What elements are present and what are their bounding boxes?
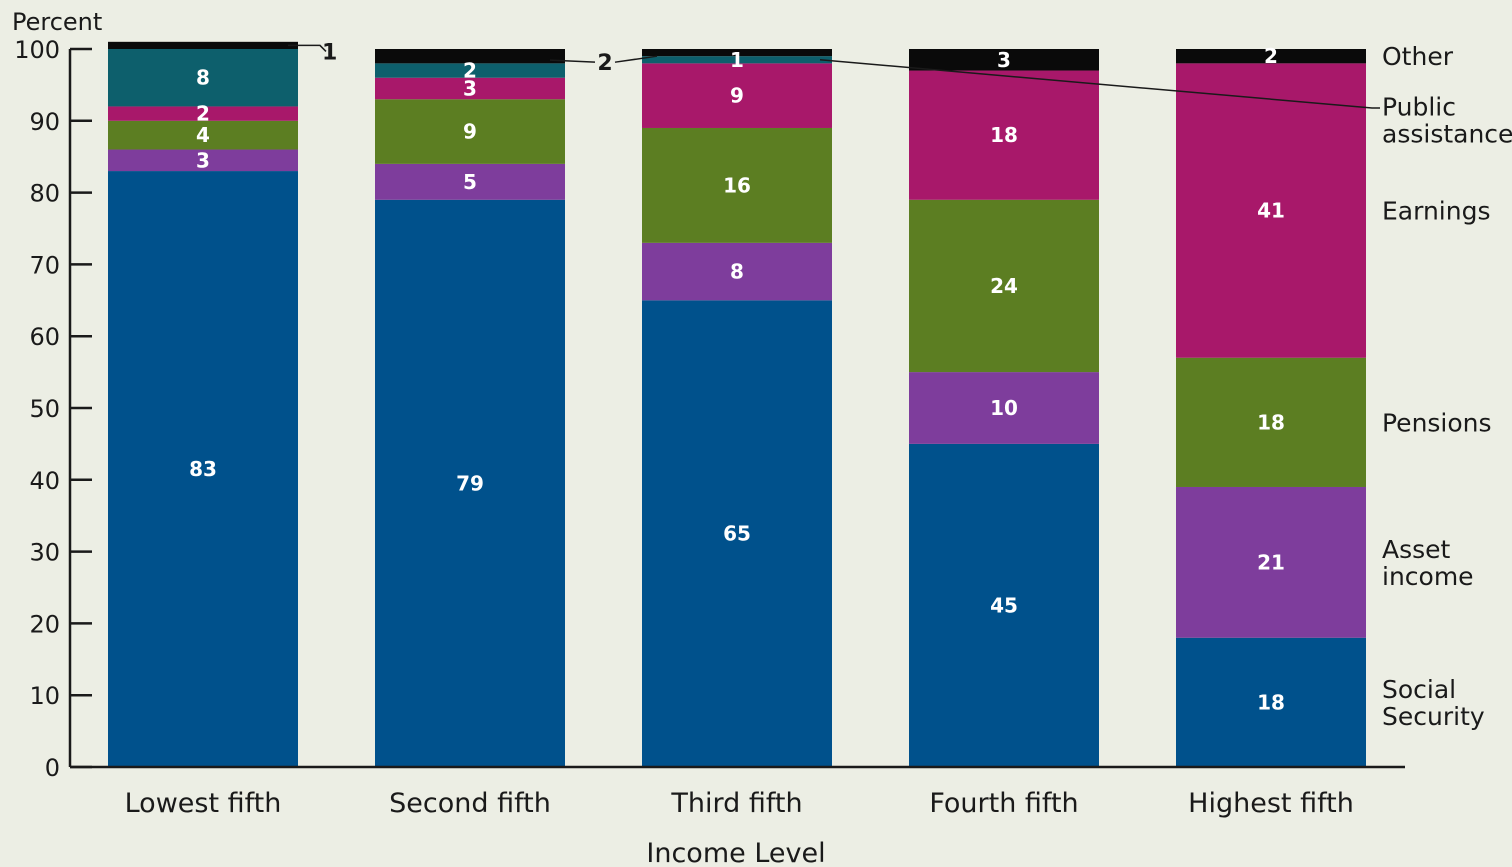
- legend-label-other-0: Other: [1382, 42, 1454, 71]
- data-label-highest-fifth-asset-income: 21: [1257, 550, 1285, 574]
- y-tick-label-30: 30: [29, 539, 60, 567]
- data-label-lowest-fifth-public-assistance: 8: [196, 66, 210, 90]
- data-label-second-fifth-pensions: 9: [463, 120, 477, 144]
- x-tick-label-second-fifth: Second fifth: [389, 788, 551, 819]
- x-axis-title: Income Level: [646, 838, 825, 867]
- bar-lowest-fifth-earnings: [108, 106, 298, 121]
- bar-third-fifth-other: [642, 49, 832, 57]
- data-label-highest-fifth-other: 2: [1264, 44, 1278, 68]
- legend-label-social-security-0: Social: [1382, 675, 1456, 704]
- y-tick-label-90: 90: [29, 108, 60, 136]
- callout-label-second-fifth: 2: [597, 51, 612, 76]
- data-label-highest-fifth-earnings: 41: [1257, 199, 1285, 223]
- callout-label-lowest-fifth: 1: [322, 40, 337, 65]
- x-tick-label-highest-fifth: Highest fifth: [1188, 788, 1354, 819]
- x-tick-label-lowest-fifth: Lowest fifth: [125, 788, 282, 819]
- bar-lowest-fifth-social-security: [108, 171, 298, 767]
- bar-fourth-fifth-pensions: [909, 199, 1099, 373]
- bar-lowest-fifth-pensions: [108, 120, 298, 150]
- bar-second-fifth-earnings: [375, 77, 565, 100]
- legend-item-pensions: Pensions: [1382, 408, 1492, 437]
- data-label-fourth-fifth-earnings: 18: [990, 123, 1018, 147]
- legend-label-asset-income-1: income: [1382, 562, 1474, 591]
- data-label-second-fifth-public-assistance: 2: [463, 59, 477, 83]
- legend-label-pensions-0: Pensions: [1382, 408, 1492, 437]
- bar-fourth-fifth-asset-income: [909, 372, 1099, 444]
- bar-fourth-fifth-earnings: [909, 70, 1099, 200]
- data-label-fourth-fifth-social-security: 45: [990, 593, 1018, 617]
- y-axis-title: Percent: [12, 8, 102, 36]
- data-label-lowest-fifth-social-security: 83: [189, 457, 217, 481]
- data-label-lowest-fifth-earnings: 2: [196, 102, 210, 126]
- data-label-highest-fifth-social-security: 18: [1257, 690, 1285, 714]
- bar-third-fifth-social-security: [642, 300, 832, 767]
- y-tick-label-40: 40: [29, 467, 60, 495]
- data-label-fourth-fifth-pensions: 24: [990, 274, 1018, 298]
- callout-second-fifth-other: 2: [549, 51, 658, 76]
- callout-lowest-fifth-other: 1: [288, 40, 337, 65]
- data-label-third-fifth-social-security: 65: [723, 522, 751, 546]
- y-tick-label-10: 10: [29, 682, 60, 710]
- bar-second-fifth-asset-income: [375, 163, 565, 200]
- bar-second-fifth-pensions: [375, 99, 565, 164]
- legend-label-earnings-0: Earnings: [1382, 197, 1490, 226]
- callout-leader-left: [549, 59, 596, 63]
- bar-second-fifth-social-security: [375, 199, 565, 767]
- bar-third-fifth-pensions: [642, 127, 832, 243]
- callout-leader-lowest-fifth: [288, 44, 327, 52]
- bar-third-fifth-public-assistance: [642, 56, 832, 64]
- bar-highest-fifth-pensions: [1176, 357, 1366, 487]
- data-label-third-fifth-pensions: 16: [723, 173, 751, 197]
- data-label-lowest-fifth-asset-income: 3: [196, 148, 210, 172]
- data-label-third-fifth-asset-income: 8: [730, 260, 744, 284]
- data-label-lowest-fifth-pensions: 4: [196, 123, 210, 147]
- bar-third-fifth-asset-income: [642, 242, 832, 301]
- y-tick-label-100: 100: [14, 36, 60, 64]
- y-tick-label-80: 80: [29, 180, 60, 208]
- bar-highest-fifth-earnings: [1176, 63, 1366, 358]
- x-tick-label-third-fifth: Third fifth: [670, 788, 802, 819]
- bars-layer: [108, 41, 1366, 767]
- legend-label-public-assistance-0: Public: [1382, 93, 1456, 122]
- data-label-second-fifth-asset-income: 5: [463, 170, 477, 194]
- y-tick-label-0: 0: [45, 754, 60, 782]
- data-label-fourth-fifth-asset-income: 10: [990, 396, 1018, 420]
- data-label-second-fifth-earnings: 3: [463, 76, 477, 100]
- legend-label-social-security-1: Security: [1382, 702, 1485, 731]
- x-tick-label-fourth-fifth: Fourth fifth: [929, 788, 1078, 819]
- data-label-third-fifth-earnings: 9: [730, 84, 744, 108]
- data-label-fourth-fifth-other: 3: [997, 48, 1011, 72]
- legend-item-other: Other: [1382, 42, 1454, 71]
- legend-label-public-assistance-1: assistance: [1382, 120, 1512, 149]
- y-tick-label-20: 20: [29, 610, 60, 638]
- legend-label-asset-income-0: Asset: [1382, 535, 1451, 564]
- bar-second-fifth-public-assistance: [375, 63, 565, 78]
- bar-lowest-fifth-asset-income: [108, 149, 298, 172]
- bar-lowest-fifth-other: [108, 41, 298, 49]
- bar-fourth-fifth-social-security: [909, 443, 1099, 767]
- bar-second-fifth-other: [375, 49, 565, 64]
- legend-item-earnings: Earnings: [1382, 197, 1490, 226]
- data-label-third-fifth-public-assistance: 1: [730, 48, 744, 72]
- callout-leader-right: [614, 55, 658, 63]
- bar-lowest-fifth-public-assistance: [108, 49, 298, 107]
- data-label-second-fifth-social-security: 79: [456, 471, 484, 495]
- bar-third-fifth-earnings: [642, 63, 832, 128]
- bar-highest-fifth-social-security: [1176, 637, 1366, 767]
- data-label-highest-fifth-pensions: 18: [1257, 410, 1285, 434]
- bar-highest-fifth-asset-income: [1176, 486, 1366, 638]
- y-tick-label-50: 50: [29, 395, 60, 423]
- bar-highest-fifth-other: [1176, 49, 1366, 64]
- legend-leader-public-assistance: [819, 59, 1380, 109]
- axes-layer: Percent Income Level 0 10 20 30 40 50 60 70 80 90…: [12, 8, 1405, 867]
- y-tick-label-70: 70: [29, 251, 60, 279]
- bar-fourth-fifth-other: [909, 49, 1099, 71]
- y-tick-label-60: 60: [29, 323, 60, 351]
